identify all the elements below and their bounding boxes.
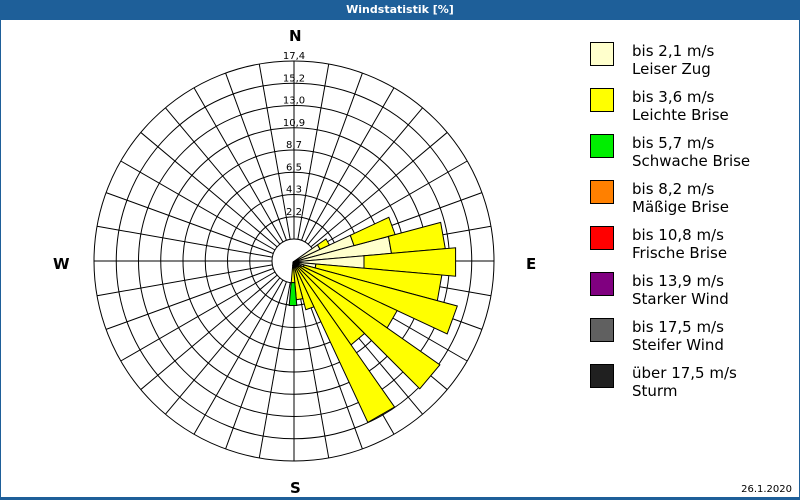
ring-label: 8,7 [286,140,302,151]
wind-wedge [302,264,458,335]
ring-label: 10,9 [283,118,305,129]
wind-wedge [292,261,294,266]
date-label: 26.1.2020 [741,484,792,495]
wind-wedge [363,247,457,277]
legend-label: Starker Wind [632,290,729,308]
legend-range: bis 2,1 m/s [632,42,715,60]
legend-label: Steifer Wind [632,336,724,354]
wind-wedges [288,216,458,424]
legend-label: Sturm [632,382,678,400]
legend-swatch [590,134,614,158]
legend-label: Mäßige Brise [632,198,729,216]
legend-swatch [590,42,614,66]
ring-label: 13,0 [283,96,305,107]
legend-label: Leiser Zug [632,60,711,78]
ring-label: 4,3 [286,185,302,196]
legend-range: bis 10,8 m/s [632,226,724,244]
legend-label: Frische Brise [632,244,728,262]
wind-wedge [288,282,298,307]
legend-range: bis 17,5 m/s [632,318,724,336]
legend-range: über 17,5 m/s [632,364,737,382]
bottom-border [0,497,800,500]
wind-wedge [387,221,446,254]
ring-label: 6,5 [286,162,302,173]
window-title: Windstatistik [%] [0,0,800,20]
legend-range: bis 13,9 m/s [632,272,724,290]
legend-swatch [590,272,614,296]
compass-north: N [289,27,302,45]
legend-label: Leichte Brise [632,106,729,124]
legend-range: bis 8,2 m/s [632,180,715,198]
compass-west: W [53,255,70,273]
ring-label: 15,2 [283,73,305,84]
ring-label: 17,4 [283,51,305,62]
compass-east: E [526,255,537,273]
compass-south: S [290,479,301,497]
legend-range: bis 3,6 m/s [632,88,715,106]
legend-swatch [590,180,614,204]
legend-range: bis 5,7 m/s [632,134,715,152]
legend-swatch [590,318,614,342]
ring-label: 2,2 [286,207,302,218]
legend-label: Schwache Brise [632,152,751,170]
wind-wedge [316,238,331,251]
legend-swatch [590,364,614,388]
legend-swatch [590,226,614,250]
legend-swatch [590,88,614,112]
